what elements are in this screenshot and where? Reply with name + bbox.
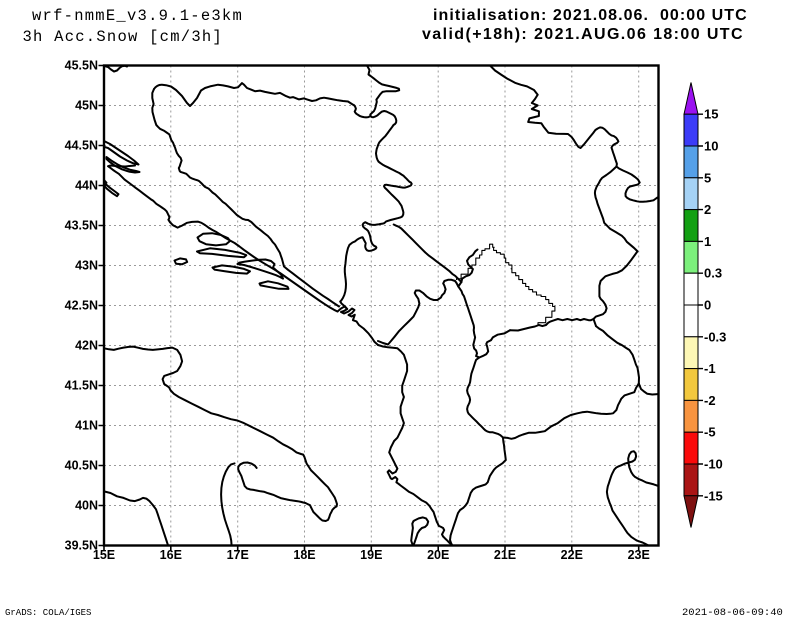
svg-text:20E: 20E xyxy=(427,548,449,562)
svg-text:45N: 45N xyxy=(75,99,98,113)
svg-text:15: 15 xyxy=(704,107,718,122)
svg-text:-1: -1 xyxy=(704,361,716,376)
svg-text:5: 5 xyxy=(704,170,711,185)
svg-text:18E: 18E xyxy=(293,548,315,562)
svg-text:0: 0 xyxy=(704,298,711,313)
svg-text:42.5N: 42.5N xyxy=(65,299,98,313)
svg-text:41.5N: 41.5N xyxy=(65,379,98,393)
svg-text:43N: 43N xyxy=(75,259,98,273)
svg-text:-5: -5 xyxy=(704,425,716,440)
svg-text:44.5N: 44.5N xyxy=(65,139,98,153)
svg-text:-0.3: -0.3 xyxy=(704,329,726,344)
svg-text:45.5N: 45.5N xyxy=(65,59,98,73)
svg-text:40N: 40N xyxy=(75,499,98,513)
svg-text:17E: 17E xyxy=(227,548,249,562)
svg-text:-2: -2 xyxy=(704,393,716,408)
svg-text:16E: 16E xyxy=(160,548,182,562)
svg-text:2: 2 xyxy=(704,202,711,217)
svg-text:39.5N: 39.5N xyxy=(65,539,98,553)
svg-text:42N: 42N xyxy=(75,339,98,353)
svg-text:19E: 19E xyxy=(360,548,382,562)
svg-text:40.5N: 40.5N xyxy=(65,459,98,473)
svg-text:43.5N: 43.5N xyxy=(65,219,98,233)
svg-text:-15: -15 xyxy=(704,488,723,503)
svg-text:44N: 44N xyxy=(75,179,98,193)
svg-text:1: 1 xyxy=(704,234,711,249)
svg-text:41N: 41N xyxy=(75,419,98,433)
svg-text:21E: 21E xyxy=(494,548,516,562)
svg-text:22E: 22E xyxy=(561,548,583,562)
svg-text:23E: 23E xyxy=(628,548,650,562)
svg-text:0.3: 0.3 xyxy=(704,266,722,281)
svg-text:10: 10 xyxy=(704,139,718,154)
svg-text:15E: 15E xyxy=(93,548,115,562)
svg-text:-10: -10 xyxy=(704,457,723,472)
